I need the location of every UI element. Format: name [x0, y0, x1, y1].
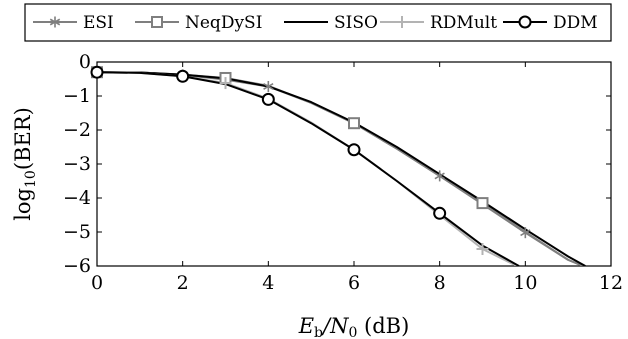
data-point-esi	[520, 227, 531, 239]
x-tick-label: 4	[262, 272, 274, 294]
x-tick-label: 6	[348, 272, 360, 294]
y-tick-label: −4	[63, 187, 91, 209]
x-tick-label: 12	[599, 272, 623, 294]
legend-label: NeqDySI	[185, 13, 262, 33]
data-point-rdmult	[476, 243, 489, 255]
y-tick-label: 0	[79, 51, 91, 73]
legend-marker	[396, 16, 408, 28]
y-axis-label: log10(BER)	[11, 107, 39, 221]
data-point-ddm	[176, 69, 190, 83]
legend-item-siso: SISO	[284, 13, 378, 33]
x-axis-ticks: 0 2 4 6 8 10 12	[91, 62, 623, 294]
legend-item-esi: ESI	[33, 13, 114, 33]
legend-label: DDM	[553, 13, 598, 33]
y-tick-label: −6	[63, 255, 91, 277]
data-point-neqdysi	[348, 117, 360, 130]
legend-items: ESI NeqDySI SISO RDMult DDM	[33, 13, 598, 33]
legend-label: ESI	[83, 13, 114, 33]
legend-item-rdmult: RDMult	[380, 13, 497, 33]
legend-label: RDMult	[430, 13, 497, 33]
data-point-neqdysi	[476, 197, 489, 210]
y-tick-label: −2	[63, 119, 91, 141]
legend-marker	[49, 16, 61, 28]
y-tick-label: −1	[63, 85, 91, 107]
x-tick-label: 8	[434, 272, 446, 294]
y-axis-ticks: 0 −1 −2 −3 −4 −5 −6	[63, 51, 611, 277]
series-line-ddm	[97, 71, 520, 266]
marker-layer	[90, 65, 531, 255]
x-tick-label: 0	[91, 272, 103, 294]
x-axis-label: Eb/N0 (dB)	[298, 314, 410, 339]
x-tick-label: 10	[513, 272, 537, 294]
data-point-ddm	[433, 206, 447, 220]
data-point-ddm	[261, 92, 275, 106]
data-point-ddm	[90, 65, 104, 79]
data-point-ddm	[347, 143, 361, 157]
legend: ESI NeqDySI SISO RDMult DDM	[24, 3, 612, 42]
legend-label: SISO	[334, 13, 378, 33]
y-tick-label: −3	[63, 153, 91, 175]
legend-item-ddm: DDM	[503, 13, 598, 33]
x-tick-label: 2	[177, 272, 189, 294]
legend-marker	[151, 16, 163, 28]
legend-item-neqdysi: NeqDySI	[135, 13, 262, 33]
data-point-rdmult	[219, 77, 232, 90]
y-tick-label: −5	[63, 221, 91, 243]
legend-marker	[518, 15, 532, 29]
data-point-esi	[263, 80, 274, 92]
data-point-esi	[434, 170, 445, 182]
